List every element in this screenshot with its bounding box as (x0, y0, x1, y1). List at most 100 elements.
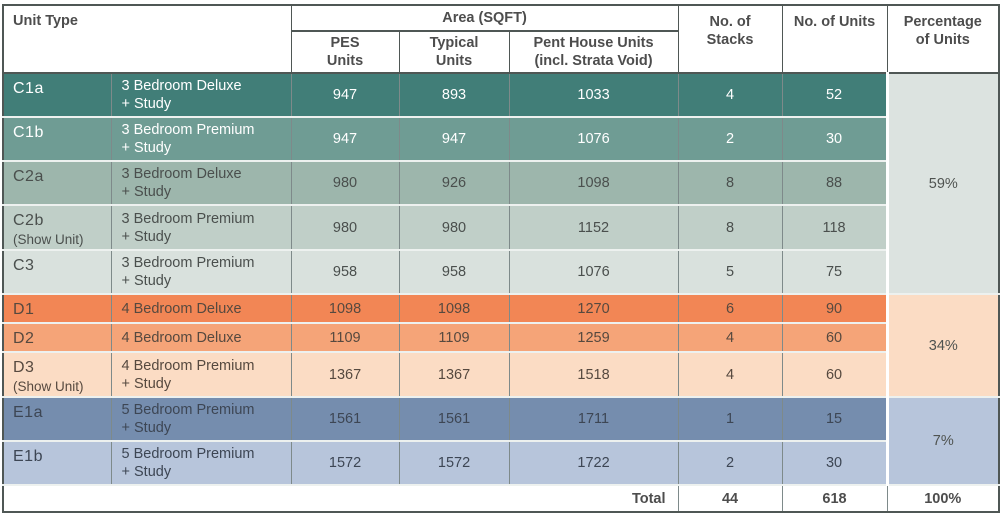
pent-house-area-value: 1098 (508, 160, 679, 207)
col-header-no-of-units: No. of Units (781, 4, 888, 75)
unit-code-cell: C2a (2, 160, 112, 207)
pent-house-area-value: 1033 (508, 72, 679, 119)
unit-code-cell: D1 (2, 293, 112, 325)
units-count: 75 (781, 249, 888, 296)
unit-code: D2 (13, 330, 35, 348)
pes-area-value: 947 (290, 72, 400, 119)
unit-description-cell: 4 Bedroom Deluxe (110, 322, 292, 354)
stacks-count: 2 (677, 116, 783, 163)
units-count: 30 (781, 440, 888, 487)
group-percentage: 7% (885, 396, 1000, 487)
show-unit-note: (Show Unit) (13, 378, 84, 394)
pent-house-area-value: 1518 (508, 351, 679, 399)
typical-area-value: 926 (398, 160, 510, 207)
pes-area-value: 947 (290, 116, 400, 163)
pent-house-area-value: 1259 (508, 322, 679, 354)
unit-description-cell: 4 Bedroom Deluxe (110, 293, 292, 325)
typical-area-value: 1572 (398, 440, 510, 487)
unit-description-cell: 3 Bedroom Premium + Study (110, 249, 292, 296)
header-row-top: Unit Type Area (SQFT) No. of Stacks No. … (2, 4, 1000, 75)
stacks-count: 4 (677, 72, 783, 119)
unit-code: C2b (13, 212, 44, 230)
total-label: Total (2, 484, 679, 513)
pent-house-area-value: 1076 (508, 116, 679, 163)
unit-code-cell: C1a (2, 72, 112, 119)
total-units: 618 (781, 484, 888, 513)
unit-description-cell: 5 Bedroom Premium + Study (110, 396, 292, 443)
group-percentage: 59% (885, 72, 1000, 296)
pes-area-value: 1098 (290, 293, 400, 325)
stacks-count: 8 (677, 204, 783, 252)
pent-house-area-value: 1722 (508, 440, 679, 487)
unit-code: C1b (13, 124, 44, 142)
unit-code-cell: E1a (2, 396, 112, 443)
table-row: D3 (Show Unit) 4 Bedroom Premium + Study 13… (2, 351, 999, 399)
pent-house-area-value: 1076 (508, 249, 679, 296)
table-row: E1b 5 Bedroom Premium + Study 1572 1572 1722… (2, 440, 999, 487)
unit-description-cell: 3 Bedroom Premium + Study (110, 116, 292, 163)
unit-code-cell: C1b (2, 116, 112, 163)
units-count: 90 (781, 293, 888, 325)
unit-code: C3 (13, 257, 35, 275)
col-header-typical-units: Typical Units (398, 30, 510, 75)
total-percentage: 100% (886, 484, 1000, 513)
pent-house-area-value: 1152 (508, 204, 679, 252)
pent-house-area-value: 1270 (508, 293, 679, 325)
units-count: 15 (781, 396, 888, 443)
units-count: 88 (781, 160, 888, 207)
typical-area-value: 893 (398, 72, 510, 119)
unit-code-cell: C3 (2, 249, 112, 296)
pent-house-area-value: 1711 (508, 396, 679, 443)
col-header-unit-type: Unit Type (2, 4, 292, 75)
table-row: C1a 3 Bedroom Deluxe + Study 947 893 1033 4 52… (2, 72, 1000, 296)
total-row: Total 44 618 100% (2, 484, 1000, 513)
unit-description-cell: 5 Bedroom Premium + Study (110, 440, 292, 487)
unit-mix-table: Unit Type Area (SQFT) No. of Stacks No. … (2, 4, 1000, 513)
unit-code: E1b (13, 448, 43, 466)
col-header-no-of-stacks: No. of Stacks (677, 4, 783, 75)
pes-area-value: 958 (290, 249, 400, 296)
stacks-count: 8 (677, 160, 783, 207)
group-percentage: 34% (885, 293, 1000, 399)
stacks-count: 6 (677, 293, 783, 325)
pes-area-value: 1109 (290, 322, 400, 354)
col-header-pes-units: PES Units (290, 30, 400, 75)
unit-description-cell: 3 Bedroom Deluxe + Study (110, 160, 292, 207)
unit-code-cell: D2 (2, 322, 112, 354)
col-header-pent-house-units: Pent House Units (incl. Strata Void) (508, 30, 679, 75)
col-header-percentage-of-units: Percentage of Units (886, 4, 1000, 75)
unit-code-cell: E1b (2, 440, 112, 487)
units-count: 52 (781, 72, 888, 119)
table-row: E1a 5 Bedroom Premium + Study 1561 1561 1711… (2, 396, 1000, 487)
header-row-sub: PES Units Typical Units Pent House Units… (3, 30, 999, 75)
col-header-area-sqft: Area (SQFT) (290, 4, 679, 33)
table-row: C3 3 Bedroom Premium + Study 958 958 1076 5 75 (2, 249, 999, 296)
stacks-count: 2 (677, 440, 783, 487)
typical-area-value: 1109 (398, 322, 510, 354)
typical-area-value: 1098 (398, 293, 510, 325)
stacks-count: 5 (677, 249, 783, 296)
table-row: D2 4 Bedroom Deluxe 1109 1109 1259 4 60 (2, 322, 999, 354)
typical-area-value: 1561 (398, 396, 510, 443)
unit-description-cell: 3 Bedroom Premium + Study (110, 204, 292, 252)
pes-area-value: 1367 (290, 351, 400, 399)
units-count: 60 (781, 351, 888, 399)
stacks-count: 4 (677, 322, 783, 354)
typical-area-value: 958 (398, 249, 510, 296)
pes-area-value: 1572 (290, 440, 400, 487)
units-count: 60 (781, 322, 888, 354)
unit-description-cell: 4 Bedroom Premium + Study (110, 351, 292, 399)
unit-code: C2a (13, 168, 44, 186)
table-row: C2b (Show Unit) 3 Bedroom Premium + Study 9… (2, 204, 999, 252)
table-row: C1b 3 Bedroom Premium + Study 947 947 1076 2 3… (2, 116, 999, 163)
pes-area-value: 1561 (290, 396, 400, 443)
unit-code-cell: D3 (Show Unit) (2, 351, 112, 399)
unit-code: E1a (13, 404, 43, 422)
total-stacks: 44 (677, 484, 783, 513)
typical-area-value: 980 (398, 204, 510, 252)
unit-description-cell: 3 Bedroom Deluxe + Study (110, 72, 292, 119)
stacks-count: 1 (677, 396, 783, 443)
units-count: 30 (781, 116, 888, 163)
pes-area-value: 980 (290, 204, 400, 252)
table-row: D1 4 Bedroom Deluxe 1098 1098 1270 6 90 34% (2, 293, 1000, 399)
